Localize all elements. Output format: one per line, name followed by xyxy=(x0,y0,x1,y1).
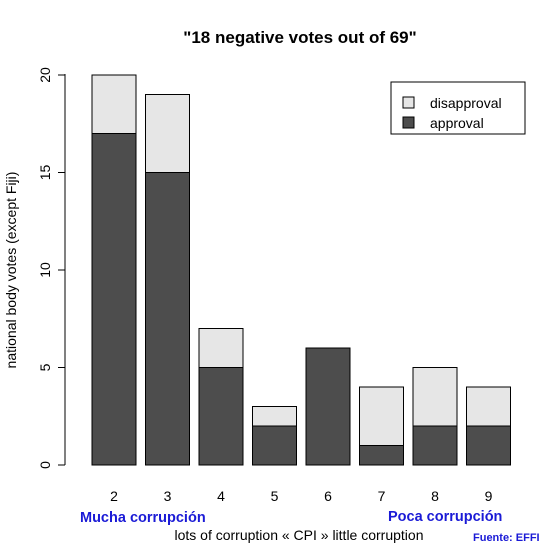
x-axis-ticks: 2 3 4 5 6 7 8 9 xyxy=(110,488,493,504)
bar-approval-3 xyxy=(145,172,190,466)
bar-disapproval-7 xyxy=(359,386,404,446)
bar-approval-6 xyxy=(305,347,351,466)
x-tick-label-3: 3 xyxy=(164,488,172,504)
bar-disapproval-9 xyxy=(466,386,511,427)
legend: disapproval approval xyxy=(390,81,526,135)
right-annotation: Poca corrupción xyxy=(388,509,502,525)
legend-label-approval: approval xyxy=(430,115,484,131)
y-tick-label-20: 20 xyxy=(37,67,53,83)
y-tick-label-0: 0 xyxy=(37,461,53,469)
y-tick-label-5: 5 xyxy=(37,363,53,371)
x-tick-label-5: 5 xyxy=(271,488,279,504)
y-axis-label: national body votes (except Fiji) xyxy=(3,172,19,369)
bar-disapproval-8 xyxy=(412,367,458,427)
x-tick-label-8: 8 xyxy=(431,488,439,504)
x-tick-label-9: 9 xyxy=(485,488,493,504)
chart-title: "18 negative votes out of 69" xyxy=(183,28,416,47)
x-axis-label: lots of corruption « CPI » little corrup… xyxy=(174,527,423,543)
bar-disapproval-5 xyxy=(252,406,297,427)
bar-disapproval-4 xyxy=(198,328,244,368)
source-label: Fuente: EFFI xyxy=(473,532,540,544)
y-tick-label-15: 15 xyxy=(37,165,53,181)
bars-group xyxy=(91,74,511,466)
bar-approval-9 xyxy=(466,425,511,466)
bar-approval-8 xyxy=(412,425,458,466)
y-tick-label-10: 10 xyxy=(37,262,53,278)
x-tick-label-6: 6 xyxy=(324,488,332,504)
bar-approval-4 xyxy=(198,367,244,466)
legend-swatch-disapproval xyxy=(402,96,415,109)
bar-approval-2 xyxy=(91,133,137,466)
legend-label-disapproval: disapproval xyxy=(430,95,502,111)
bar-approval-7 xyxy=(359,445,404,466)
left-annotation: Mucha corrupción xyxy=(80,510,206,526)
x-tick-label-2: 2 xyxy=(110,488,118,504)
bar-disapproval-3 xyxy=(145,94,190,173)
x-tick-label-7: 7 xyxy=(378,488,386,504)
y-axis-ticks: 0 5 10 15 20 xyxy=(37,67,65,469)
bar-approval-5 xyxy=(252,425,297,466)
bar-disapproval-2 xyxy=(91,74,137,134)
x-tick-label-4: 4 xyxy=(217,488,225,504)
legend-swatch-approval xyxy=(402,116,415,129)
